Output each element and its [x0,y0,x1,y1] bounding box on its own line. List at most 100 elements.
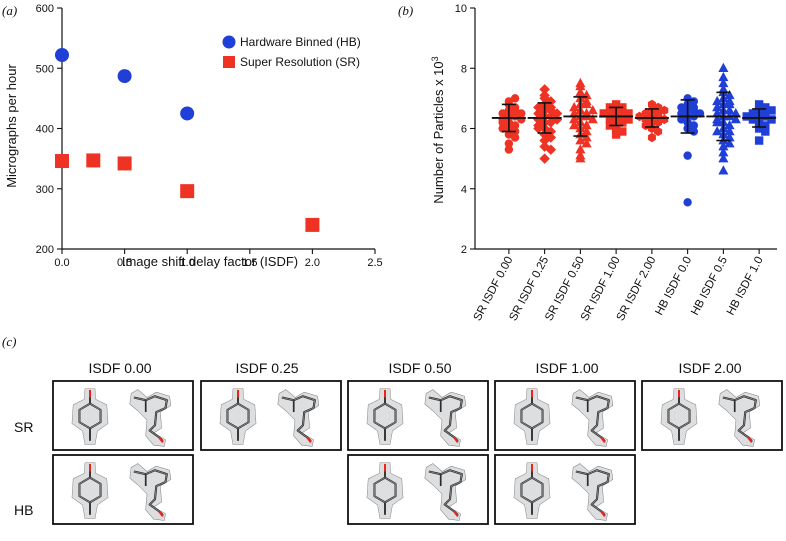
panel-label-b: (b) [398,3,413,18]
particle-point [504,145,514,154]
particle-point [767,106,776,115]
chart-b-ytick-label: 10 [455,3,467,15]
particle-point [581,98,592,109]
chart-a-xtick-label: 0.0 [54,257,69,269]
particle-point [730,114,741,124]
particle-point [517,109,526,118]
particle-point [761,103,770,112]
particle-point [754,124,764,133]
chart-a-ytick-label: 300 [36,184,54,196]
chart-a-ytick-label: 500 [36,63,54,75]
particle-point [539,135,550,146]
chart-a-ticks: 0.0 0.5 1.0 1.5 2.0 2.5 200 300 400 500 600 [36,3,383,269]
particle-point [605,115,615,124]
particle-point [545,144,557,155]
col-header-isdf-200: ISDF 2.00 [678,360,741,376]
particle-point [611,100,621,109]
chart-a-xtick-label: 1.5 [242,257,257,269]
particle-point [724,138,735,148]
particle-point [510,106,520,115]
particle-point [718,153,729,163]
hb-point [55,47,69,62]
particle-point [677,109,686,118]
chart-a-xtick-label: 0.5 [117,257,132,269]
chart-a-points [55,47,320,232]
particle-point [724,126,735,136]
chart-b-category-label: SR ISDF 2.00 [615,255,659,323]
particle-point [689,121,699,130]
particle-point [660,105,669,115]
particle-point [575,86,586,97]
particle-point [498,109,507,118]
particle-point [641,120,650,131]
particle-point [712,107,723,118]
sr-point [86,153,101,168]
particle-point [510,133,520,142]
particle-point [618,127,627,136]
particle-point [712,95,723,106]
particle-point [730,107,741,118]
legend-hb-label: Hardware Binned (HB) [240,35,361,49]
particle-point [498,118,507,127]
chart-a: 0.0 0.5 1.0 1.5 2.0 2.5 200 300 400 500 600 Image … [4,3,383,269]
particle-point [545,117,557,128]
legend-sr-marker [223,56,235,68]
particle-point [712,117,723,127]
particle-point [724,89,735,100]
particle-point [712,126,723,136]
particle-point [724,104,735,115]
particle-point [581,126,592,136]
hb-point [117,69,132,84]
particle-point [510,94,520,103]
chart-a-ylabel: Micrographs per hour [4,64,19,188]
col-header-isdf-025: ISDF 0.25 [235,360,298,376]
chart-a-xtick-label: 2.0 [305,257,320,269]
panel-label-a: (a) [2,3,17,18]
particle-point [724,120,735,130]
particle-point [605,109,615,118]
particle-point [599,109,608,118]
chart-b-ytick-label: 8 [461,63,467,75]
chart-b-ytick-label: 6 [461,124,467,136]
particle-point [504,139,514,148]
sr-point [55,154,69,169]
particle-point [504,130,514,139]
col-header-isdf-100: ISDF 1.00 [535,360,598,376]
chart-b-ylabel-sup: 3 [430,56,440,61]
col-header-isdf-050: ISDF 0.50 [388,360,451,376]
particle-point [624,109,633,118]
particle-point [754,100,764,109]
chart-b-ylabel-main: Number of Particles x 10 [431,61,446,203]
particle-point [569,107,580,118]
particle-point [718,147,729,157]
particle-point [575,153,586,163]
particle-point [742,112,751,121]
hb-point [180,106,195,121]
particle-point [618,106,627,115]
particle-point [611,130,621,139]
particle-point [587,104,598,115]
particle-point [581,120,592,130]
particle-point [689,106,699,115]
particle-point [569,114,580,124]
particle-point [539,153,550,164]
particle-point [654,117,663,128]
particle-point [761,127,770,136]
particle-point [575,144,586,154]
chart-a-xtick-label: 1.0 [180,257,195,269]
particle-point [761,121,770,130]
particle-point [718,141,729,151]
chart-b-category-label: HB ISDF 1.0 [725,255,766,318]
legend-sr-label: Super Resolution (SR) [240,55,360,69]
particle-point [754,136,764,145]
chart-b-errorbars [491,91,777,142]
particle-point [718,71,729,82]
particle-point [581,138,592,148]
structure-grid: ISDF 0.00 ISDF 0.25 ISDF 0.50 ISDF 1.00 … [14,360,783,525]
particle-point [683,198,692,207]
col-header-isdf-000: ISDF 0.00 [88,360,151,376]
chart-b-ytick-label: 4 [461,184,467,196]
particle-point [641,108,650,119]
